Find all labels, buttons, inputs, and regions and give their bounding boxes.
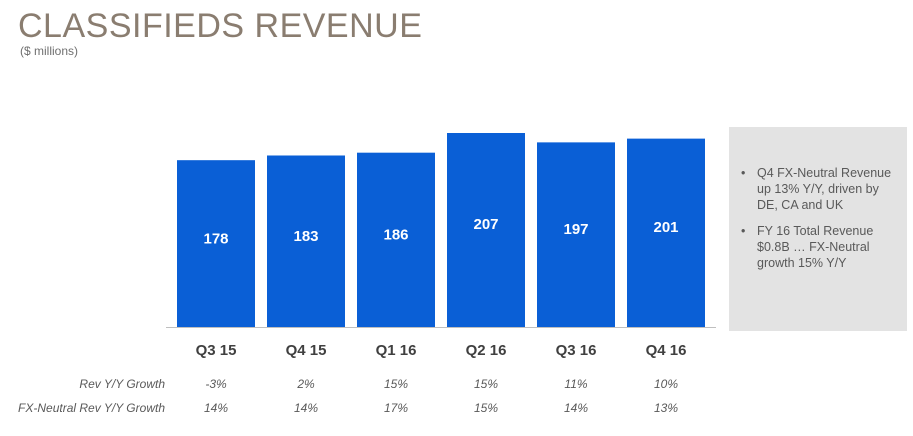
rev-growth-value: 15% <box>473 377 499 391</box>
bar-q4-16 <box>627 138 705 327</box>
bar-q3-16 <box>537 142 615 327</box>
bar-value-label: 201 <box>653 219 678 236</box>
bar-q2-16 <box>447 133 525 327</box>
x-tick-label: Q4 15 <box>286 342 327 359</box>
callout-bullet: Q4 FX-Neutral Revenue up 13% Y/Y, driven… <box>737 165 897 213</box>
rev-growth-value: -3% <box>205 377 227 391</box>
bar-q3-15 <box>177 160 255 327</box>
bar-value-label: 186 <box>383 227 408 244</box>
rev-growth-label: Rev Y/Y Growth <box>79 377 165 391</box>
bar-q1-16 <box>357 152 435 327</box>
callout-bullet: FY 16 Total Revenue $0.8B … FX-Neutral g… <box>737 223 897 271</box>
bar-value-label: 178 <box>203 231 228 248</box>
bar-q4-15 <box>267 155 345 327</box>
x-tick-label: Q2 16 <box>466 342 507 359</box>
bar-value-label: 207 <box>473 216 498 233</box>
fx-neutral-growth-value: 15% <box>473 401 499 415</box>
x-tick-label: Q3 16 <box>556 342 597 359</box>
x-tick-label: Q4 16 <box>646 342 687 359</box>
fx-neutral-growth-value: 14% <box>293 401 319 415</box>
rev-growth-value: 11% <box>564 377 588 391</box>
rev-growth-value: 10% <box>653 377 679 391</box>
bar-value-label: 183 <box>293 228 318 245</box>
page-title: CLASSIFIEDS REVENUE <box>18 7 423 45</box>
callout-bullet-list: Q4 FX-Neutral Revenue up 13% Y/Y, driven… <box>737 165 897 271</box>
commentary-callout: Q4 FX-Neutral Revenue up 13% Y/Y, driven… <box>729 127 907 331</box>
x-tick-label: Q3 15 <box>196 342 237 359</box>
fx-neutral-growth-label: FX-Neutral Rev Y/Y Growth <box>18 401 165 415</box>
x-tick-label: Q1 16 <box>376 342 417 359</box>
rev-growth-value: 15% <box>383 377 409 391</box>
rev-growth-value: 2% <box>297 377 315 391</box>
fx-neutral-growth-value: 13% <box>653 401 679 415</box>
fx-neutral-growth-value: 14% <box>203 401 229 415</box>
bar-value-label: 197 <box>563 221 588 238</box>
fx-neutral-growth-value: 17% <box>383 401 409 415</box>
page-subtitle: ($ millions) <box>20 44 79 58</box>
fx-neutral-growth-value: 14% <box>563 401 589 415</box>
